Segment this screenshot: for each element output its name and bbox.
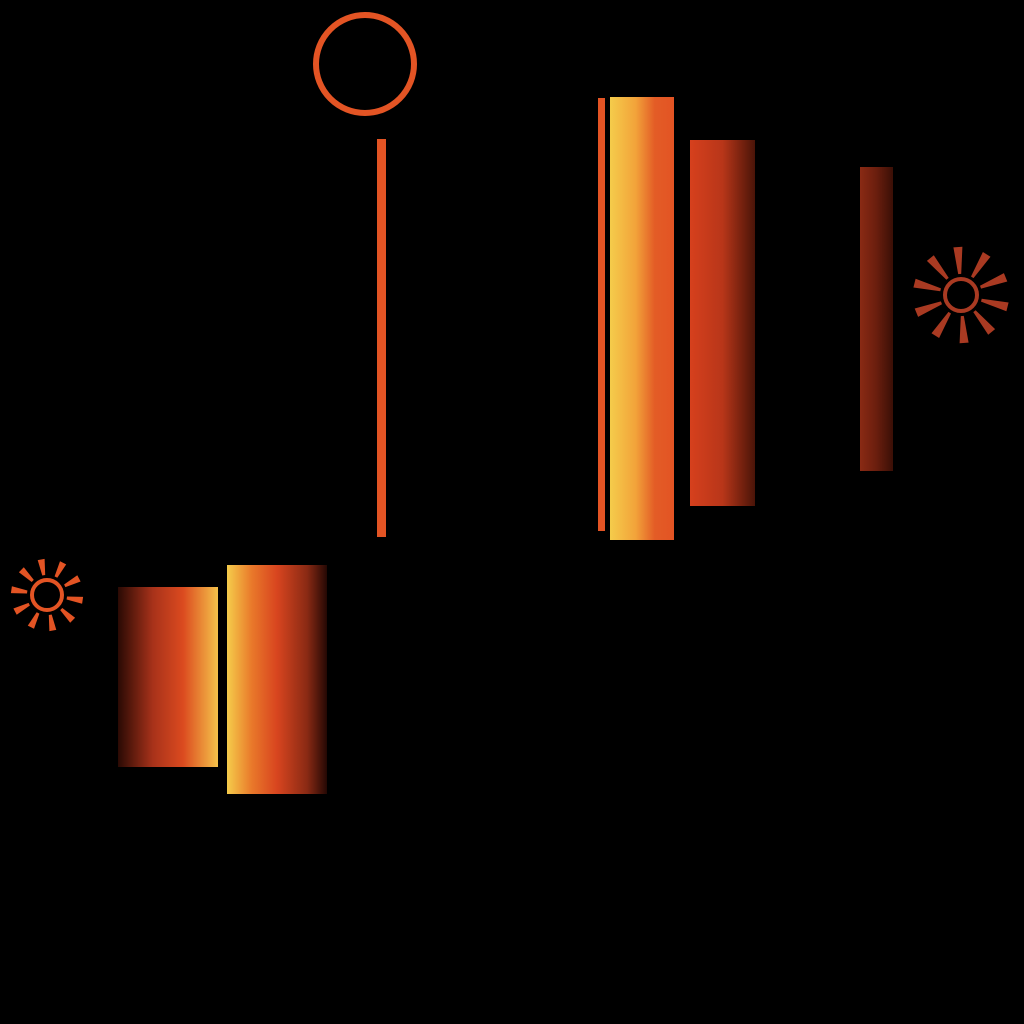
sun-ray <box>64 575 81 588</box>
sun-ray <box>54 561 67 578</box>
sun-ray <box>959 315 969 344</box>
sun-ray <box>60 608 76 623</box>
vertical-line-orange <box>377 139 386 537</box>
sun-ray <box>914 301 942 317</box>
sun-ray <box>913 278 941 292</box>
sun-ray <box>18 567 34 582</box>
sun-ray <box>10 586 28 594</box>
sun-ray <box>66 596 84 604</box>
sun-ray <box>971 252 991 279</box>
sun-ray <box>973 310 996 335</box>
sun-ray <box>926 255 949 280</box>
ring-outline <box>313 12 417 116</box>
gradient-bar-yellow-to-dark <box>227 565 327 794</box>
sun-ray <box>981 298 1009 312</box>
sun-ray <box>37 558 46 576</box>
gradient-bar-rust-to-dark <box>860 167 893 471</box>
sun-ray <box>27 612 40 629</box>
sun-ray <box>980 273 1008 289</box>
gradient-bar-yellow-to-orange <box>610 97 674 540</box>
sun-ray <box>48 614 57 632</box>
sun-burst-small-icon <box>10 558 84 632</box>
vertical-line-orange-thin <box>598 98 605 531</box>
sun-ray <box>953 246 963 275</box>
sun-ray <box>931 311 951 338</box>
gradient-bar-orange-to-dark <box>690 140 755 506</box>
gradient-bar-dark-to-yellow <box>118 587 218 767</box>
sun-ray <box>13 602 30 615</box>
sun-burst-large-icon <box>913 246 1009 344</box>
